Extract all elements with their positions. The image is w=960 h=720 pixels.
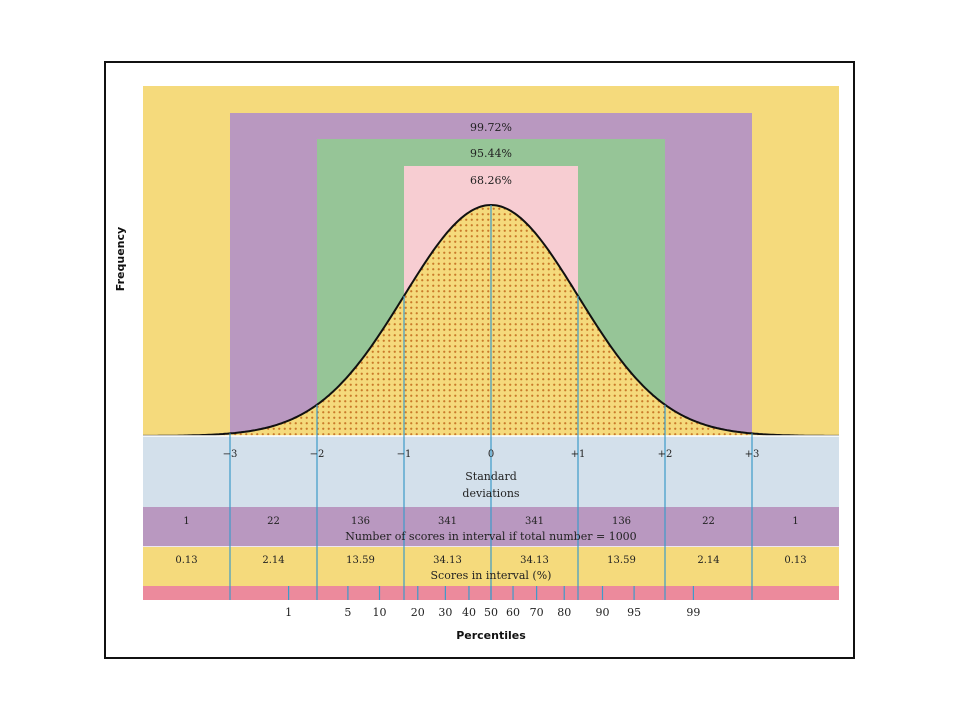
sd-tick-label: 0 [488, 449, 494, 460]
count-value: 136 [351, 516, 370, 527]
percent-value: 2.14 [262, 555, 284, 566]
count-value: 341 [525, 516, 544, 527]
percentile-label: 1 [285, 606, 292, 619]
percent-value: 13.59 [607, 555, 636, 566]
count-value: 341 [438, 516, 457, 527]
sd-tick-label: −1 [397, 449, 412, 460]
count-value: 22 [702, 516, 715, 527]
count-value: 1 [792, 516, 798, 527]
percentile-label: 40 [462, 606, 476, 619]
percentile-label: 20 [411, 606, 425, 619]
sd-axis-title-line2: deviations [462, 487, 519, 500]
band-percentage-label: 68.26% [470, 174, 512, 187]
percentile-label: 95 [627, 606, 641, 619]
band-percentage-label: 95.44% [470, 147, 512, 160]
percentile-label: 50 [484, 606, 498, 619]
count-value: 136 [612, 516, 631, 527]
percent-value: 0.13 [784, 555, 806, 566]
count-row-title: Number of scores in interval if total nu… [345, 530, 636, 543]
percent-value: 0.13 [175, 555, 197, 566]
percentile-label: 60 [506, 606, 520, 619]
percentile-label: 5 [344, 606, 351, 619]
sd-axis-title-line1: Standard [465, 470, 517, 483]
sd-tick-label: −3 [223, 449, 238, 460]
percentiles-title: Percentiles [456, 629, 526, 642]
sd-tick-label: +1 [571, 449, 586, 460]
normal-distribution-chart: 99.72% 95.44% 68.26% −3 −2 −1 0 +1 +2 +3 Standard d… [114, 86, 839, 642]
percentile-label: 90 [595, 606, 609, 619]
sd-tick-label: +2 [658, 449, 673, 460]
percentile-label: 80 [557, 606, 571, 619]
percent-value: 34.13 [433, 555, 462, 566]
percent-row-title: Scores in interval (%) [431, 569, 552, 582]
percent-value: 2.14 [697, 555, 719, 566]
percentile-label: 10 [373, 606, 387, 619]
y-axis-label: Frequency [114, 227, 127, 291]
count-value: 1 [183, 516, 189, 527]
chart-frame: 99.72% 95.44% 68.26% −3 −2 −1 0 +1 +2 +3 Standard d… [104, 61, 855, 659]
percentile-label: 30 [438, 606, 452, 619]
sd-tick-label: −2 [310, 449, 325, 460]
count-value: 22 [267, 516, 280, 527]
percent-value: 13.59 [346, 555, 375, 566]
percentile-label: 70 [530, 606, 544, 619]
percentile-label: 99 [686, 606, 700, 619]
band-percentage-label: 99.72% [470, 121, 512, 134]
sd-tick-label: +3 [745, 449, 760, 460]
percent-value: 34.13 [520, 555, 549, 566]
